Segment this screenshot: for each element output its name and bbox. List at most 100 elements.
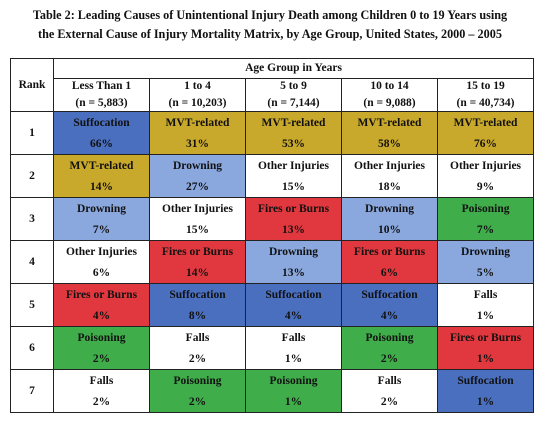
- age-group-label: 10 to 14: [370, 80, 409, 92]
- cause-name: Other Injuries: [65, 246, 138, 258]
- cause-name: Drowning: [173, 160, 222, 172]
- cause-percent: 8%: [188, 310, 207, 322]
- cause-percent: 1%: [284, 353, 303, 365]
- cause-percent: 1%: [284, 396, 303, 408]
- rank-cell: 7: [10, 369, 54, 413]
- cause-percent: 4%: [380, 310, 399, 322]
- cause-cell: Other Injuries 9%: [436, 154, 535, 198]
- age-group-header: 10 to 14 (n = 9,088): [341, 78, 438, 112]
- age-group-label: 15 to 19: [466, 80, 505, 92]
- table-row: 2 MVT-related 14% Drowning 27% Other Injuries…: [10, 154, 535, 198]
- cause-cell: Suffocation 1%: [436, 369, 535, 413]
- cause-percent: 27%: [186, 181, 209, 193]
- cause-cell: MVT-related 14%: [53, 154, 150, 198]
- cause-percent: 18%: [378, 181, 401, 193]
- cause-name: MVT-related: [453, 117, 518, 129]
- cause-percent: 1%: [476, 310, 495, 322]
- cause-name: Falls: [473, 289, 498, 301]
- cause-cell: Drowning 5%: [436, 240, 535, 284]
- cause-percent: 6%: [92, 267, 111, 279]
- cause-cell: Falls 2%: [53, 369, 150, 413]
- cause-name: Drowning: [269, 246, 318, 258]
- rank-cell: 4: [10, 240, 54, 284]
- cause-cell: Poisoning 7%: [436, 197, 535, 241]
- cause-percent: 13%: [282, 267, 305, 279]
- cause-name: Suffocation: [265, 289, 322, 301]
- cause-name: Drowning: [461, 246, 511, 258]
- rank-cell: 3: [10, 197, 54, 241]
- cause-name: Poisoning: [77, 332, 126, 344]
- cause-name: MVT-related: [69, 160, 134, 172]
- table-row: 5 Fires or Burns 4% Suffocation 8% Suffocatio…: [10, 283, 535, 327]
- cause-name: Suffocation: [73, 117, 130, 129]
- cause-percent: 31%: [186, 138, 209, 150]
- rank-cell: 1: [10, 111, 54, 155]
- cause-cell: Fires or Burns 4%: [53, 283, 150, 327]
- cause-name: Fires or Burns: [257, 203, 330, 215]
- age-group-header: 1 to 4 (n = 10,203): [149, 78, 246, 112]
- cause-cell: MVT-related 31%: [149, 111, 246, 155]
- cause-percent: 2%: [92, 353, 111, 365]
- cause-percent: 15%: [186, 224, 209, 236]
- cause-percent: 2%: [188, 353, 207, 365]
- cause-name: Falls: [281, 332, 306, 344]
- cause-name: MVT-related: [165, 117, 230, 129]
- cause-cell: MVT-related 76%: [436, 111, 535, 155]
- cause-name: MVT-related: [261, 117, 326, 129]
- cause-percent: 2%: [92, 396, 111, 408]
- cause-name: Fires or Burns: [353, 246, 426, 258]
- cause-name: MVT-related: [357, 117, 422, 129]
- cause-cell: Suffocation 8%: [149, 283, 246, 327]
- cause-percent: 2%: [188, 396, 207, 408]
- age-group-count: (n = 9,088): [363, 97, 416, 109]
- age-group-header: 5 to 9 (n = 7,144): [245, 78, 342, 112]
- age-group-header: Less Than 1 (n = 5,883): [53, 78, 150, 112]
- cause-percent: 2%: [380, 396, 399, 408]
- rank-cell: 5: [10, 283, 54, 327]
- caption-line-2: the External Cause of Injury Mortality M…: [38, 27, 502, 41]
- cause-name: Other Injuries: [353, 160, 426, 172]
- cause-name: Falls: [89, 375, 114, 387]
- cause-cell: Fires or Burns 1%: [436, 326, 535, 370]
- rank-header: Rank: [10, 58, 54, 112]
- cause-cell: Drowning 13%: [245, 240, 342, 284]
- cause-name: Other Injuries: [257, 160, 330, 172]
- cause-cell: Falls 2%: [149, 326, 246, 370]
- cause-cell: Poisoning 2%: [53, 326, 150, 370]
- cause-name: Fires or Burns: [449, 332, 522, 344]
- table-row: 1 Suffocation 66% MVT-related 31% MVT-related…: [10, 111, 535, 155]
- cause-name: Poisoning: [269, 375, 318, 387]
- cause-percent: 10%: [378, 224, 401, 236]
- cause-percent: 66%: [90, 138, 113, 150]
- cause-percent: 5%: [476, 267, 495, 279]
- cause-percent: 13%: [282, 224, 305, 236]
- cause-percent: 76%: [474, 138, 498, 150]
- cause-name: Poisoning: [173, 375, 222, 387]
- cause-percent: 58%: [378, 138, 401, 150]
- cause-percent: 7%: [92, 224, 111, 236]
- cause-cell: Falls 2%: [341, 369, 438, 413]
- cause-name: Suffocation: [361, 289, 418, 301]
- cause-cell: Fires or Burns 13%: [245, 197, 342, 241]
- cause-cell: Other Injuries 6%: [53, 240, 150, 284]
- cause-percent: 53%: [282, 138, 305, 150]
- age-group-label: Less Than 1: [71, 80, 132, 92]
- cause-cell: Poisoning 2%: [341, 326, 438, 370]
- cause-percent: 2%: [380, 353, 399, 365]
- cause-name: Falls: [185, 332, 210, 344]
- table-row: 6 Poisoning 2% Falls 2% Falls 1% Poisoning 2% Fir…: [10, 326, 535, 370]
- cause-percent: 1%: [476, 353, 495, 365]
- cause-cell: Drowning 7%: [53, 197, 150, 241]
- cause-cell: Drowning 10%: [341, 197, 438, 241]
- cause-percent: 7%: [476, 224, 495, 236]
- rank-cell: 2: [10, 154, 54, 198]
- cause-name: Suffocation: [169, 289, 226, 301]
- table-caption: Table 2: Leading Causes of Unintentional…: [0, 6, 540, 44]
- age-group-count: (n = 5,883): [75, 97, 128, 109]
- cause-cell: Poisoning 1%: [245, 369, 342, 413]
- age-group-header: 15 to 19 (n = 40,734): [436, 78, 535, 112]
- table-row: 7 Falls 2% Poisoning 2% Poisoning 1% Falls 2% Suf…: [10, 369, 535, 413]
- age-group-count: (n = 7,144): [267, 97, 320, 109]
- cause-cell: Other Injuries 15%: [245, 154, 342, 198]
- cause-percent: 14%: [90, 181, 113, 193]
